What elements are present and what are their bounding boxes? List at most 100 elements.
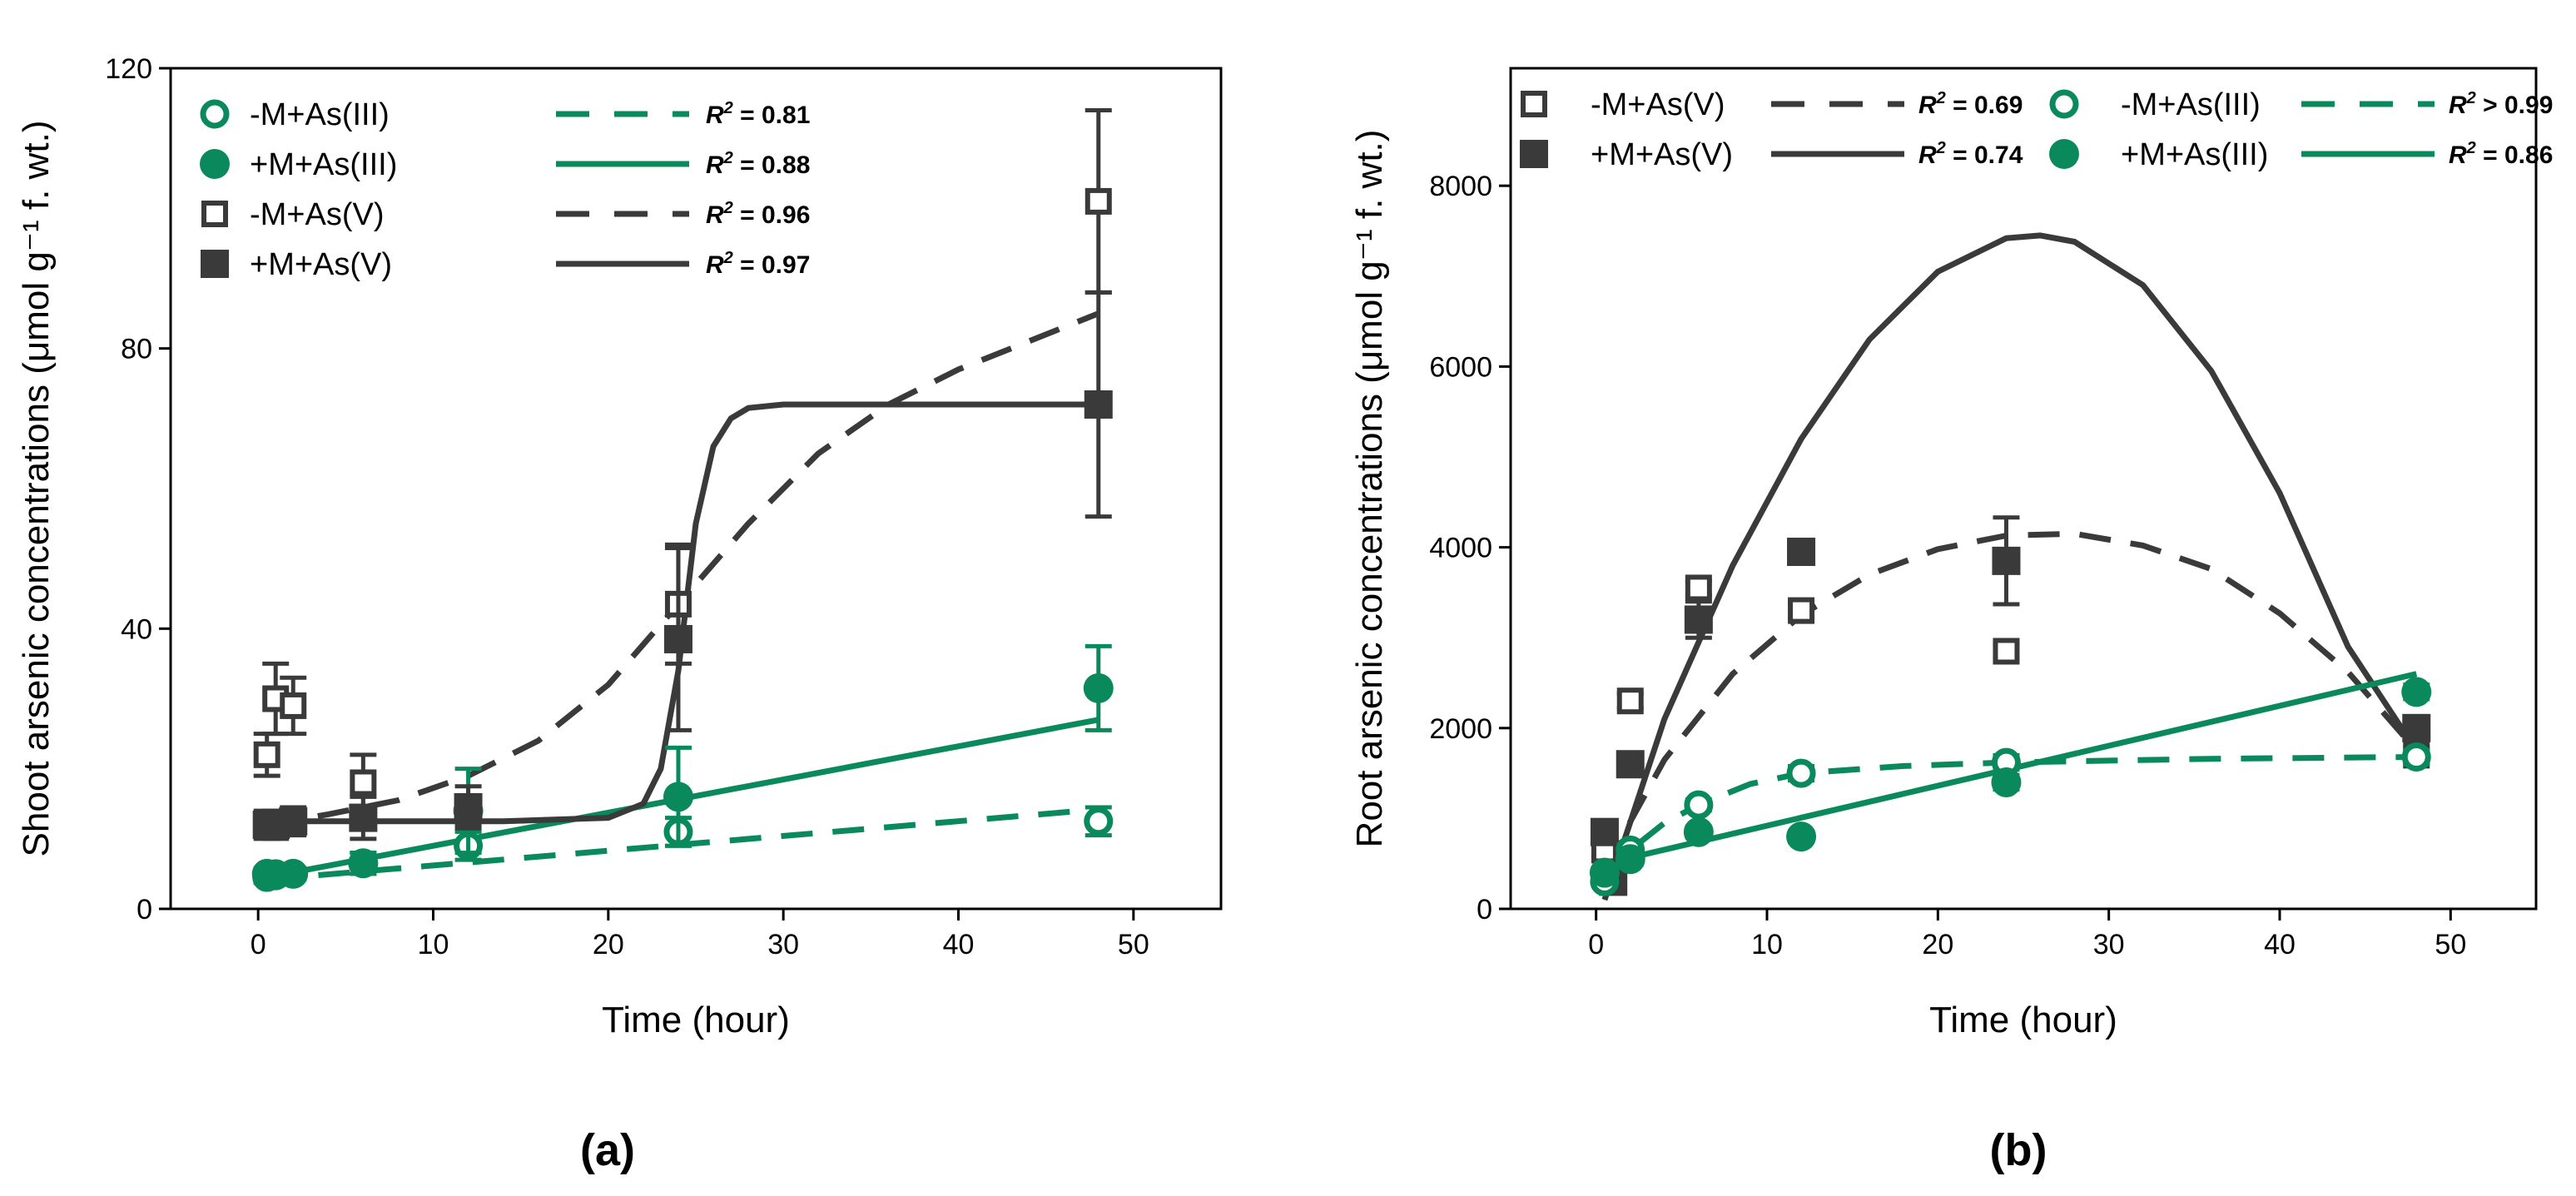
- panel-b-r2-symbol: R: [2449, 141, 2467, 169]
- panel-b-legend-label-2: -M+As(III): [2121, 87, 2261, 122]
- panel-b-data-point-s1-p3: [1684, 605, 1713, 634]
- panel-b-r2-value: > 0.99: [2476, 92, 2554, 119]
- panel-b-data-point-s2-p2: [1684, 790, 1714, 820]
- panel-b-fit-line-2: [1602, 754, 2417, 884]
- panel-b-y-axis-title: Root arsenic concentrations (μmol g⁻¹ f.…: [1349, 130, 1390, 848]
- panel-b-legend-r2-0: R2 = 0.69: [1918, 89, 2023, 119]
- panel-b-r2-superscript: 2: [2466, 89, 2476, 107]
- panel-a-r2-superscript: 2: [723, 199, 733, 217]
- panel-b-data-point-s0-p2: [1685, 574, 1712, 602]
- panel-a-data-point-s1-p2: [278, 858, 309, 889]
- panel-a-data-point-s2-p3: [350, 769, 377, 797]
- panel-a-legend-marker-3: [201, 250, 229, 278]
- panel-a-legend-label-2: -M+As(V): [250, 197, 385, 232]
- panel-a-data-point-s3-p3: [349, 803, 378, 832]
- panel-b-legend-marker-2: [2049, 89, 2079, 119]
- panel-b-data-point-s1-p6: [2402, 713, 2431, 742]
- panel-a-data-point-s1-p6: [1083, 672, 1114, 703]
- panel-a-r2-value: = 0.81: [733, 102, 811, 129]
- panel-a-x-tick-label: 0: [251, 929, 266, 960]
- panel-a-legend-r2-3: R2 = 0.97: [706, 249, 810, 279]
- panel-a-y-tick-label: 0: [136, 894, 152, 926]
- panel-a-x-tick-label: 10: [418, 929, 449, 960]
- panel-b-data-point-s1-p5: [1992, 546, 2021, 575]
- panel-a-r2-superscript: 2: [723, 249, 733, 267]
- panel-b-legend-r2-2: R2 > 0.99: [2449, 89, 2553, 119]
- panel-b-legend-r2-1: R2 = 0.74: [1918, 139, 2023, 169]
- panel-a-x-tick-label: 30: [767, 929, 799, 960]
- panel-b-y-tick-label: 4000: [1429, 533, 1492, 564]
- panel-b-legend-marker-1: [1520, 140, 1548, 168]
- panel-a-r2-value: = 0.97: [733, 251, 811, 279]
- panel-a-legend-label-1: +M+As(III): [250, 147, 397, 182]
- panel-b-r2-value: = 0.86: [2476, 141, 2554, 169]
- panel-b-x-tick-label: 20: [1922, 929, 1953, 960]
- panel-a-data-point-s3-p4: [454, 792, 483, 821]
- panel-b-y-tick-label: 6000: [1429, 351, 1492, 383]
- panel-a-x-axis-title: Time (hour): [602, 1000, 790, 1040]
- panel-a-r2-superscript: 2: [723, 149, 733, 167]
- panel-a-x-tick-label: 20: [593, 929, 624, 960]
- panel-b-data-point-s2-p5: [2401, 742, 2431, 772]
- panel-b-r2-symbol: R: [1918, 141, 1937, 169]
- panel-b-plot-frame: [1509, 67, 2538, 911]
- panel-b-legend-marker-0: [1521, 91, 1547, 117]
- panel-b-x-tick-label: 30: [2093, 929, 2125, 960]
- panel-b-fit-line-1: [1601, 232, 2420, 901]
- panel-a-r2-symbol: R: [706, 151, 724, 179]
- panel-b-legend-marker-3: [2049, 139, 2079, 169]
- panel-a-r2-symbol: R: [706, 251, 724, 279]
- panel-a-y-axis-title: Shoot arsenic concentrations (μmol g⁻¹ f…: [16, 121, 57, 857]
- panel-a-legend-marker-1: [200, 149, 230, 179]
- panel-a-legend-r2-0: R2 = 0.81: [706, 99, 810, 129]
- panel-b-x-tick-label: 10: [1751, 929, 1783, 960]
- panel-a-plot-frame: [169, 67, 1223, 911]
- panel-a-y-tick-label: 40: [121, 613, 152, 645]
- panel-a-data-point-s3-p5: [663, 624, 692, 653]
- panel-a-legend-r2-2: R2 = 0.96: [706, 199, 810, 229]
- panel-b-legend-r2-3: R2 = 0.86: [2449, 139, 2553, 169]
- panel-b-data-point-s3-p3: [1786, 821, 1817, 852]
- panel-b-data-point-s3-p5: [2401, 677, 2432, 707]
- panel-a-legend-label-3: +M+As(V): [250, 247, 392, 282]
- panel-a-data-point-s1-p3: [348, 848, 379, 879]
- panel-b-data-point-s1-p4: [1787, 538, 1816, 567]
- panel-b-data-point-s1-p0: [1590, 817, 1619, 846]
- panel-b-y-tick-label: 2000: [1429, 713, 1492, 745]
- panel-b-data-point-s0-p1: [1616, 687, 1644, 715]
- panel-b-panel-label: (b): [1990, 1125, 2047, 1175]
- panel-b-y-tick-label: 0: [1477, 894, 1492, 926]
- panel-a-data-point-s2-p2: [280, 692, 307, 719]
- panel-a-data-point-s3-p2: [279, 806, 308, 836]
- panel-a-legend-label-0: -M+As(III): [250, 97, 390, 132]
- panel-a-data-point-s2-p6: [1085, 187, 1112, 215]
- panel-b-r2-superscript: 2: [1936, 139, 1946, 157]
- panel-b-data-point-s3-p4: [1991, 767, 2022, 797]
- panel-b-data-point-s3-p0: [1589, 857, 1620, 888]
- panel-b-data-point-s0-p4: [1993, 638, 2020, 665]
- panel-a-data-point-s3-p6: [1084, 390, 1113, 419]
- panel-b-r2-symbol: R: [2449, 92, 2467, 119]
- panel-a-shoot-chart: 0 10 20 30 40 50 0 40 80 120 Time (hour) Shoot arse…: [16, 53, 1223, 1175]
- panel-b-data-point-s0-p3: [1788, 597, 1815, 624]
- panel-a-r2-superscript: 2: [723, 99, 733, 117]
- panel-a-data-point-s0-p6: [1084, 806, 1114, 836]
- panel-b-legend-label-1: +M+As(V): [1591, 137, 1733, 172]
- panel-b-r2-symbol: R: [1918, 92, 1937, 119]
- panel-a-r2-value: = 0.96: [733, 201, 811, 229]
- panel-b-data-point-s3-p2: [1683, 816, 1714, 847]
- panel-b-r2-superscript: 2: [1936, 89, 1946, 107]
- panel-a-legend-marker-2: [201, 201, 228, 227]
- panel-a-data-point-s2-p0: [253, 741, 280, 768]
- panel-b-r2-superscript: 2: [2466, 139, 2476, 157]
- panel-b-data-point-s2-p3: [1786, 758, 1816, 788]
- panel-b-data-point-s1-p2: [1616, 750, 1645, 779]
- panel-b-y-tick-label: 8000: [1429, 171, 1492, 202]
- panel-a-x-tick-label: 40: [943, 929, 975, 960]
- panel-a-legend-marker-0: [200, 99, 230, 129]
- panel-b-data-point-s3-p1: [1615, 844, 1645, 875]
- panel-b-r2-value: = 0.74: [1946, 141, 2023, 169]
- panel-a-x-tick-label: 50: [1118, 929, 1149, 960]
- panel-a-r2-symbol: R: [706, 102, 724, 129]
